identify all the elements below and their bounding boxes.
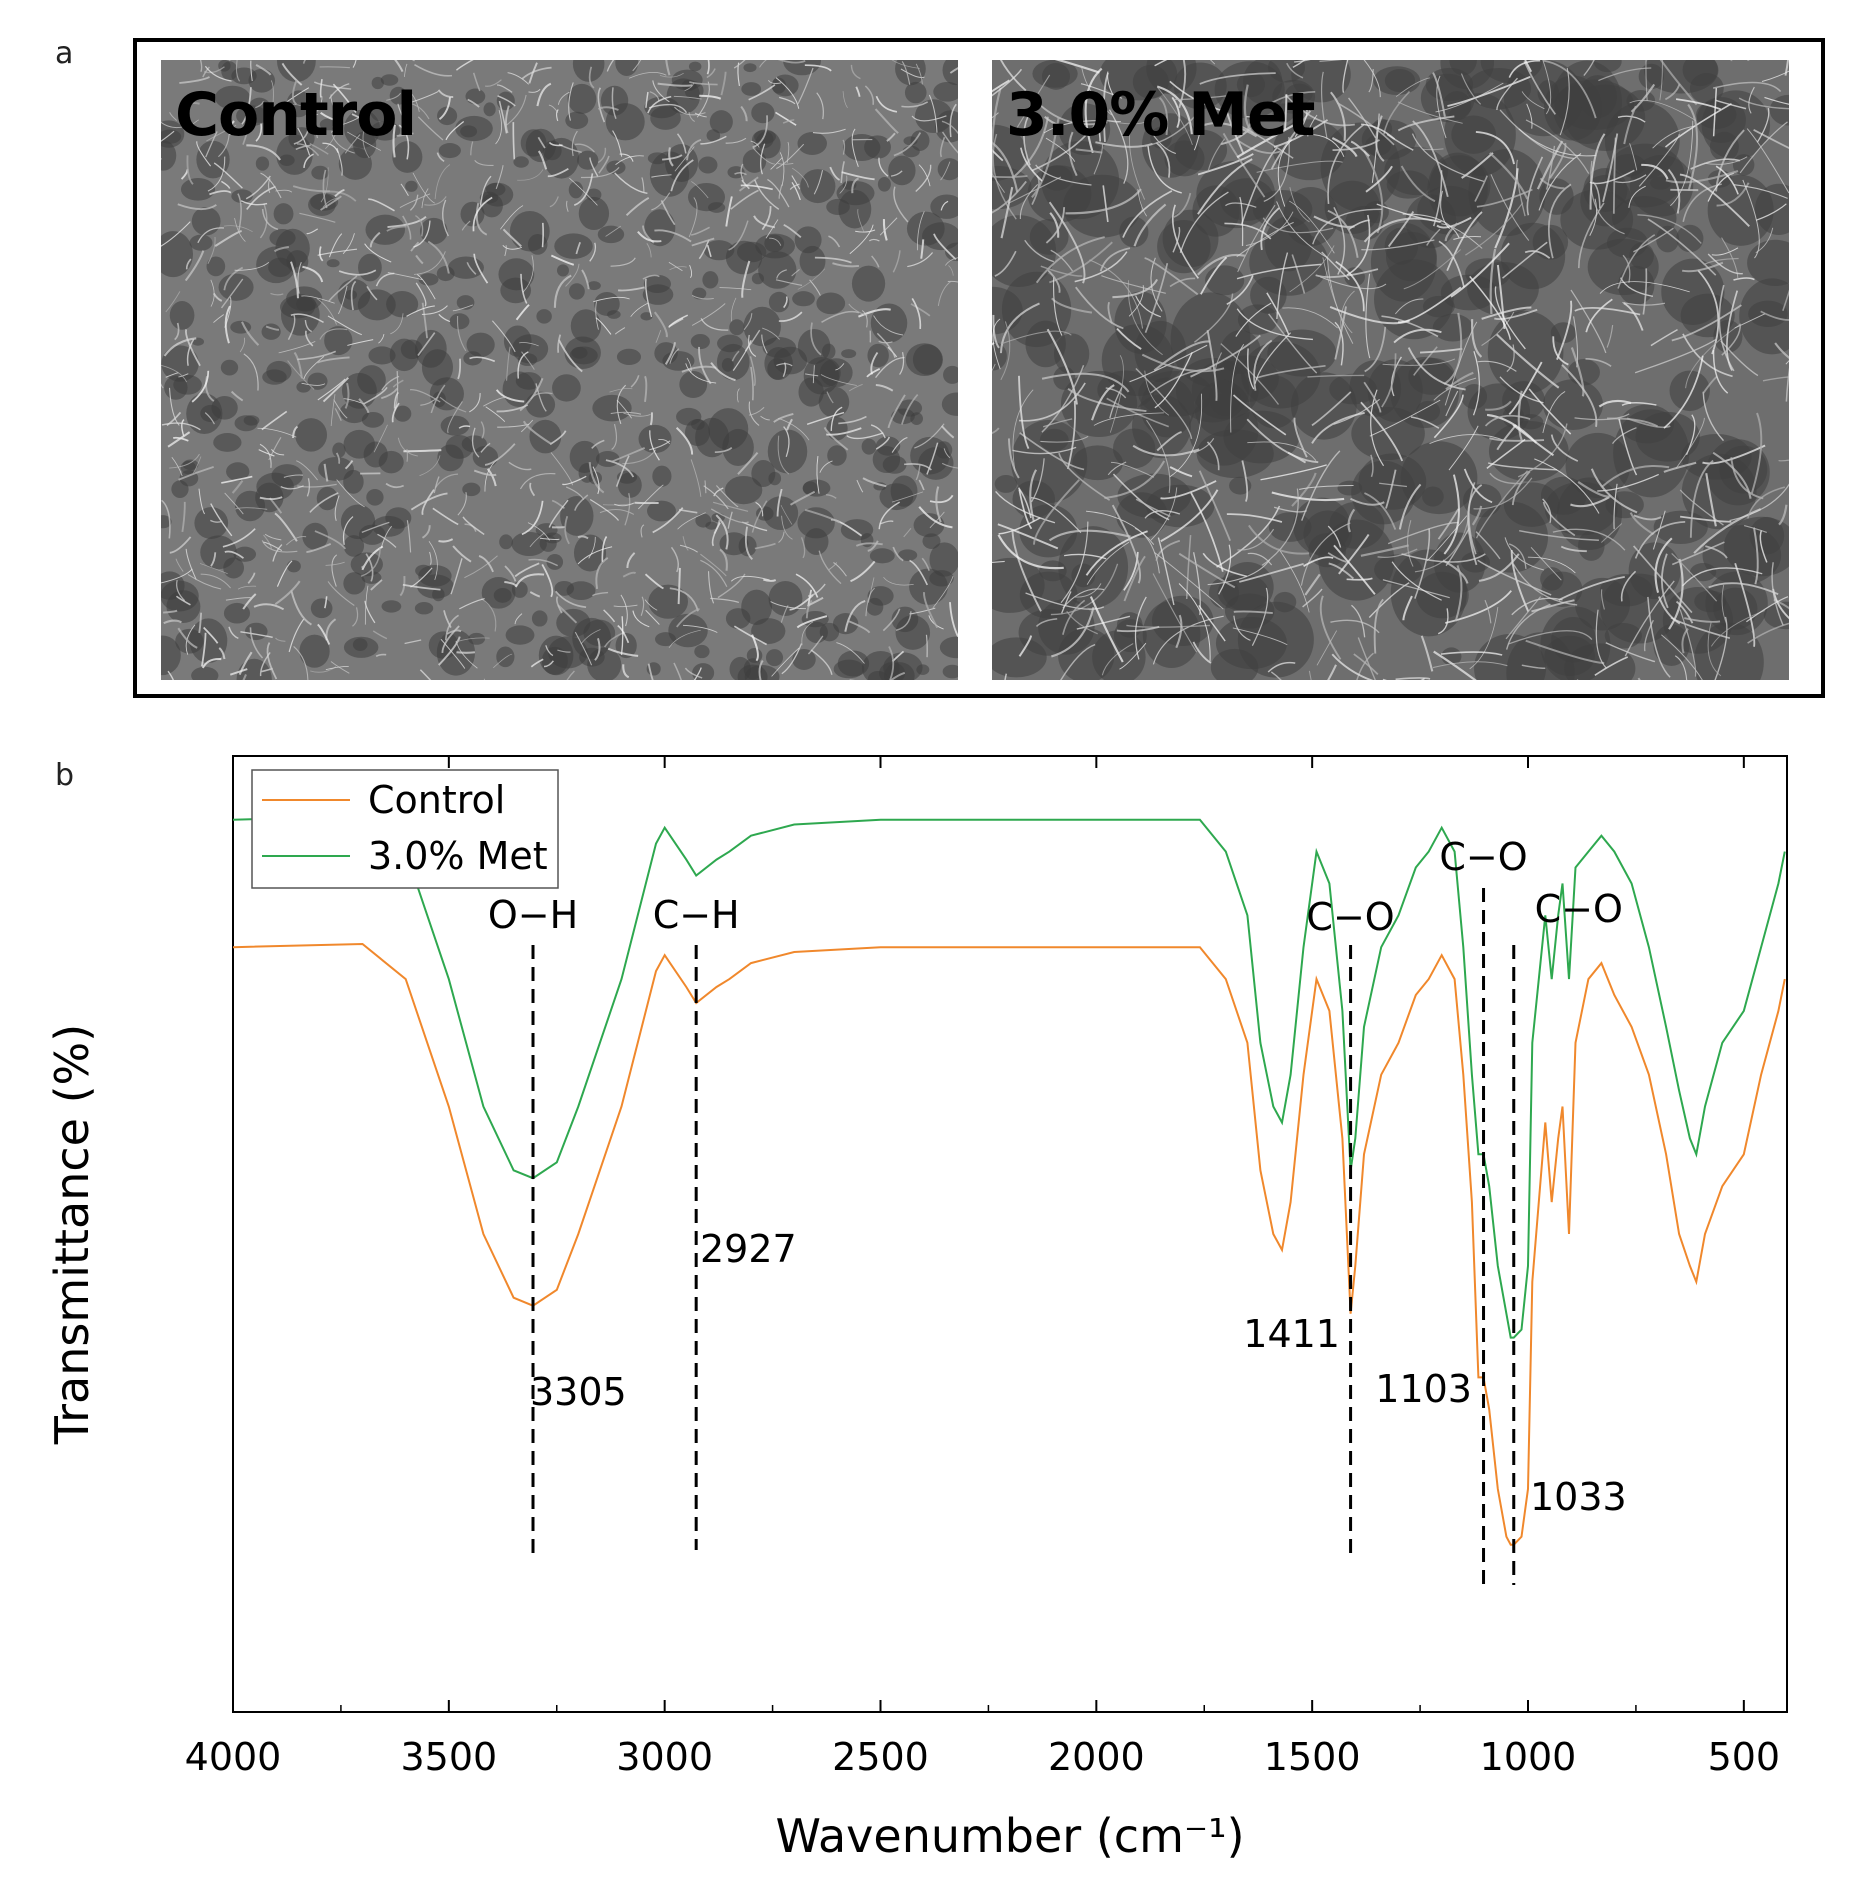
sem-image-control: Control	[161, 60, 958, 680]
bond-label: O−H	[488, 893, 578, 937]
peak-value-label: 1103	[1375, 1367, 1472, 1411]
x-axis-label: Wavenumber (cm⁻¹)	[775, 1809, 1244, 1863]
x-tick-label: 1000	[1480, 1735, 1577, 1779]
bond-label: C−H	[653, 893, 740, 937]
x-tick-label: 1500	[1264, 1735, 1361, 1779]
sem-fiber-network	[161, 60, 958, 680]
bond-label: C−O	[1439, 835, 1527, 879]
legend: Control 3.0% Met	[251, 769, 559, 889]
legend-label: 3.0% Met	[368, 834, 548, 878]
sem-fiber-network	[992, 60, 1789, 680]
peak-value-label: 2927	[700, 1227, 797, 1271]
legend-box	[251, 769, 559, 889]
peak-value-label: 1033	[1530, 1475, 1627, 1519]
sem-label-met: 3.0% Met	[1006, 80, 1315, 150]
y-axis-label: Transmittance (%)	[45, 1024, 99, 1445]
x-tick-label: 500	[1708, 1735, 1781, 1779]
sem-label-control: Control	[175, 80, 417, 150]
x-tick-label: 2000	[1048, 1735, 1145, 1779]
peak-value-label: 1411	[1243, 1312, 1340, 1356]
legend-label: Control	[368, 778, 505, 822]
plot-frame	[232, 755, 1788, 1713]
x-tick-label: 2500	[832, 1735, 929, 1779]
sem-figure-panel: Control 3.0% Met	[133, 38, 1825, 698]
x-tick-label: 3500	[400, 1735, 497, 1779]
peak-value-label: 3305	[530, 1370, 627, 1414]
x-tick-label: 4000	[185, 1735, 282, 1779]
panel-b-letter: b	[55, 758, 75, 793]
series-line-control	[232, 942, 1786, 1546]
sem-image-met: 3.0% Met	[992, 60, 1789, 680]
bond-label: C−O	[1535, 887, 1623, 931]
x-tick-label: 3000	[616, 1735, 713, 1779]
series-line-met	[232, 815, 1786, 1339]
panel-a-letter: a	[55, 36, 74, 71]
bond-label: C−O	[1306, 895, 1394, 939]
